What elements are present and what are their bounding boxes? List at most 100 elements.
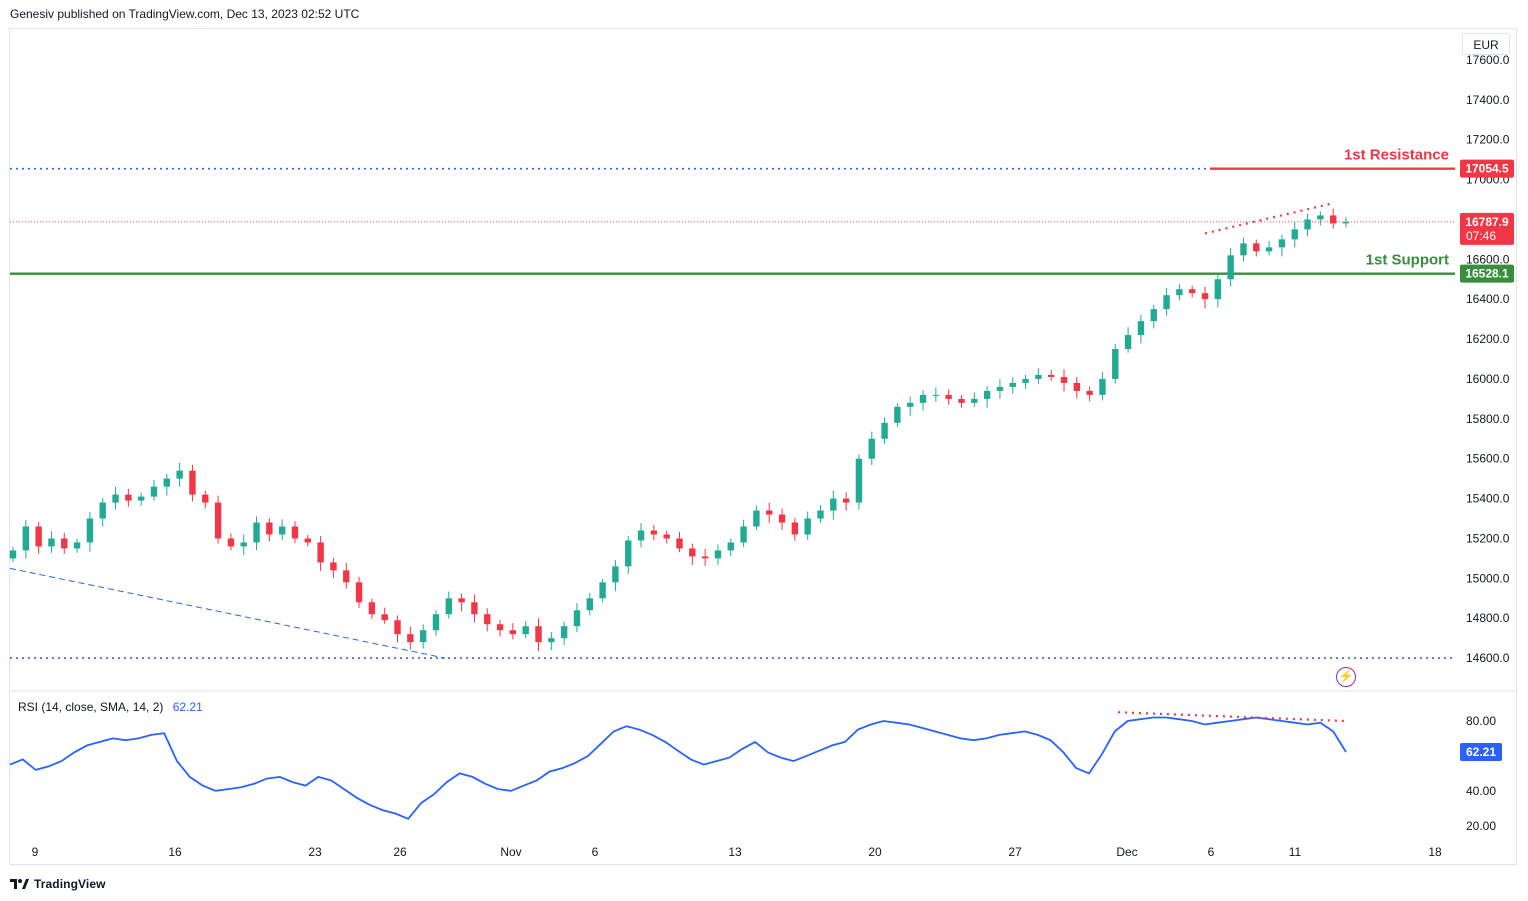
candle-body xyxy=(176,470,183,479)
candle xyxy=(9,546,17,562)
candle xyxy=(791,518,799,541)
bolt-icon[interactable]: ⚡ xyxy=(1336,667,1356,687)
candle xyxy=(1073,376,1081,399)
candle-body xyxy=(881,422,888,439)
candle xyxy=(1227,247,1234,287)
candle-body xyxy=(381,614,388,621)
candle-body xyxy=(1253,243,1260,252)
candle-body xyxy=(817,510,824,519)
candle-body xyxy=(932,394,940,396)
price-tick-label: 15800.0 xyxy=(1466,412,1510,426)
time-tick-label: Nov xyxy=(500,845,521,859)
last-price-tag-text: 16787.9 xyxy=(1465,215,1509,229)
candle xyxy=(1163,288,1170,316)
time-tick-label: Dec xyxy=(1116,845,1137,859)
candle xyxy=(1253,239,1260,257)
candle xyxy=(881,417,888,444)
candle-body xyxy=(714,550,722,559)
candle xyxy=(753,505,760,531)
candle-body xyxy=(791,522,799,535)
candle-body xyxy=(663,534,670,539)
resistance-price-tag: 17054.5 xyxy=(1460,159,1514,178)
candle-body xyxy=(73,542,81,549)
candle xyxy=(163,473,171,496)
candle-body xyxy=(1150,309,1157,322)
last-price-tag-bg xyxy=(1460,212,1514,245)
rsi-tick-label: 80.00 xyxy=(1466,714,1496,728)
candle xyxy=(1329,208,1337,229)
currency-selector[interactable]: EUR xyxy=(1462,33,1510,55)
candle xyxy=(1086,386,1093,402)
candles xyxy=(9,208,1350,652)
candle xyxy=(1265,240,1273,256)
candle xyxy=(355,576,363,608)
candle xyxy=(1201,286,1209,309)
candle xyxy=(1304,213,1311,237)
price-tick-label: 14600.0 xyxy=(1466,651,1510,665)
last-price-tag: 16787.907:46 xyxy=(1460,212,1514,245)
candle-body xyxy=(996,386,1004,391)
candle-body xyxy=(868,438,875,459)
candle-body xyxy=(1048,374,1055,377)
candle xyxy=(945,389,952,405)
price-axis: 17600.017400.017200.017000.016600.016400… xyxy=(1466,53,1510,665)
candle-body xyxy=(983,390,991,399)
price-tick-label: 16400.0 xyxy=(1466,292,1510,306)
candle xyxy=(266,518,273,542)
candle-body xyxy=(368,602,376,615)
candle-body xyxy=(650,530,658,535)
candle xyxy=(61,532,68,554)
candle xyxy=(714,544,722,565)
candle-body xyxy=(304,538,311,543)
candle-body xyxy=(484,614,491,625)
rsi-tick-label: 20.00 xyxy=(1466,819,1496,833)
candle xyxy=(458,593,465,612)
candle-body xyxy=(1265,247,1273,252)
candle xyxy=(868,431,875,465)
candle xyxy=(1176,283,1183,301)
candle xyxy=(432,610,440,636)
time-tick-label: 20 xyxy=(868,845,882,859)
candle xyxy=(291,521,299,544)
candle-body xyxy=(317,542,324,563)
candle xyxy=(73,538,81,553)
candle-body xyxy=(1022,378,1029,383)
price-tick-label: 17400.0 xyxy=(1466,93,1510,107)
candle-body xyxy=(1188,289,1196,294)
candle xyxy=(560,621,568,646)
price-tick-label: 15400.0 xyxy=(1466,492,1510,506)
candle xyxy=(1112,343,1119,384)
descending-trendline xyxy=(9,567,446,659)
candle-body xyxy=(471,602,478,615)
candle xyxy=(419,624,427,649)
candle xyxy=(830,490,837,520)
candle-body xyxy=(548,638,555,643)
candle xyxy=(137,492,145,506)
candle xyxy=(381,607,388,624)
candle-body xyxy=(1176,289,1183,296)
candle xyxy=(240,534,247,556)
candle xyxy=(394,615,401,643)
rsi-legend-label: RSI (14, close, SMA, 14, 2) xyxy=(18,700,164,714)
price-tick-label: 15000.0 xyxy=(1466,571,1510,585)
candle xyxy=(907,396,914,416)
candle-body xyxy=(22,526,30,551)
candle xyxy=(48,531,55,553)
candle-body xyxy=(625,540,632,567)
candle xyxy=(304,534,311,547)
candle-body xyxy=(637,530,645,541)
candle-body xyxy=(509,630,517,635)
rsi-tick-label: 40.00 xyxy=(1466,784,1496,798)
candle-body xyxy=(137,496,145,501)
candle-body xyxy=(766,510,773,515)
time-tick-label: 26 xyxy=(393,845,407,859)
time-tick-label: 13 xyxy=(728,845,742,859)
candle-body xyxy=(701,556,709,559)
candle-body xyxy=(227,538,235,547)
time-axis: 9 16 23 26 Nov 6 13 20 27 Dec 6 11 18 xyxy=(32,845,1442,859)
candle xyxy=(22,520,30,559)
candle-body xyxy=(35,526,42,547)
candle-body xyxy=(163,478,171,487)
candle-body xyxy=(971,398,978,403)
